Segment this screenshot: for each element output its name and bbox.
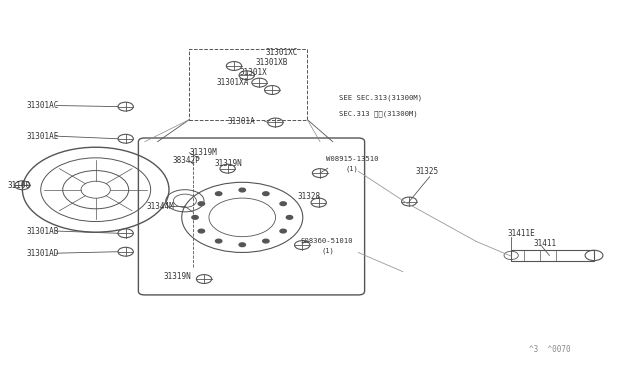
- Text: 31344M: 31344M: [147, 202, 175, 211]
- Circle shape: [239, 188, 246, 192]
- Text: 31319N: 31319N: [215, 159, 243, 169]
- Text: 31411E: 31411E: [508, 230, 536, 238]
- Circle shape: [198, 229, 205, 233]
- Text: 38342P: 38342P: [172, 155, 200, 165]
- Circle shape: [216, 239, 222, 243]
- Text: (1): (1): [346, 165, 358, 171]
- Circle shape: [262, 239, 269, 243]
- Circle shape: [280, 229, 286, 233]
- Text: SEC.313 参照(31300M): SEC.313 参照(31300M): [339, 111, 418, 117]
- Circle shape: [286, 215, 292, 219]
- Text: 31301AE: 31301AE: [27, 132, 60, 141]
- Text: 31301XA: 31301XA: [217, 78, 249, 87]
- Text: W08915-13510: W08915-13510: [326, 156, 379, 163]
- Circle shape: [262, 192, 269, 196]
- Text: 31301AC: 31301AC: [27, 101, 60, 110]
- Text: 31301XB: 31301XB: [255, 58, 287, 67]
- Text: 31411: 31411: [534, 239, 557, 248]
- Text: 31319N: 31319N: [164, 272, 191, 281]
- Circle shape: [216, 192, 222, 196]
- Text: 31301XC: 31301XC: [266, 48, 298, 57]
- Text: SEE SEC.313(31300M): SEE SEC.313(31300M): [339, 94, 422, 101]
- Bar: [511, 250, 594, 260]
- Text: 31301AB: 31301AB: [27, 227, 60, 235]
- Text: S08360-51010: S08360-51010: [301, 238, 353, 244]
- Text: 31301X: 31301X: [240, 68, 268, 77]
- Circle shape: [239, 243, 246, 247]
- Text: ^3  ^0070: ^3 ^0070: [529, 345, 571, 354]
- Text: (1): (1): [321, 247, 334, 254]
- Text: 31301A: 31301A: [228, 116, 255, 125]
- Text: 31325: 31325: [415, 167, 438, 176]
- Circle shape: [280, 202, 286, 206]
- Text: 31328: 31328: [298, 192, 321, 201]
- Text: 31319M: 31319M: [189, 148, 217, 157]
- Text: 31301AD: 31301AD: [27, 249, 60, 258]
- Text: 31100: 31100: [8, 181, 31, 190]
- Circle shape: [198, 202, 205, 206]
- Circle shape: [192, 215, 198, 219]
